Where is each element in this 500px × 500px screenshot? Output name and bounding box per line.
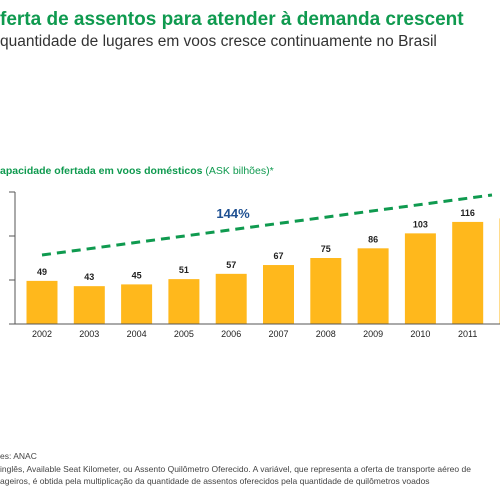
trend-line	[41, 193, 493, 257]
x-tick-label: 2004	[127, 329, 147, 339]
footer-note-line1: inglês, Available Seat Kilometer, ou Ass…	[0, 464, 471, 474]
capacity-bar-chart: 49 2002 43 2003 45 2004 51 2005 57 2006 67 2007 75 20…	[9, 191, 500, 339]
bar	[404, 233, 436, 324]
x-tick-label: 2007	[268, 329, 288, 339]
bar-value-label: 45	[132, 270, 142, 280]
x-tick-label: 2011	[458, 329, 477, 339]
bar	[357, 248, 389, 324]
footer-source: es: ANAC	[0, 451, 37, 461]
footer-note-line2: ageiros, é obtida pela multiplicação da …	[0, 476, 430, 486]
bar-value-label: 43	[84, 272, 94, 282]
bar-value-label: 57	[226, 260, 236, 270]
bar	[452, 221, 484, 324]
bar	[168, 279, 200, 324]
chart-heading: apacidade ofertada em voos domésticos (A…	[0, 165, 274, 177]
bar	[121, 284, 153, 324]
trend-label: 144%	[216, 206, 250, 221]
x-tick-label: 2006	[221, 329, 241, 339]
bar	[73, 286, 105, 324]
bar-value-label: 86	[368, 234, 378, 244]
x-tick-label: 2009	[363, 329, 383, 339]
x-tick-label: 2003	[79, 329, 99, 339]
x-tick-label: 2002	[32, 329, 52, 339]
bar	[310, 258, 342, 324]
bar-value-label: 75	[321, 244, 331, 254]
bar-value-label: 103	[413, 219, 428, 229]
bar-value-label: 51	[179, 265, 189, 275]
bar-value-label: 67	[273, 251, 283, 261]
bar-value-label: 49	[37, 267, 47, 277]
bar-value-label: 116	[460, 208, 475, 218]
chart-heading-main: apacidade ofertada em voos domésticos	[0, 165, 203, 177]
bar	[263, 265, 294, 324]
page-title: ferta de assentos para atender à demanda…	[0, 9, 464, 30]
page-subtitle: quantidade de lugares em voos cresce con…	[0, 33, 437, 50]
bar	[215, 273, 247, 324]
x-tick-label: 2008	[316, 329, 336, 339]
bar	[26, 280, 58, 324]
x-tick-label: 2010	[410, 329, 430, 339]
x-tick-label: 2005	[174, 329, 194, 339]
chart-heading-unit: (ASK bilhões)*	[202, 165, 274, 177]
